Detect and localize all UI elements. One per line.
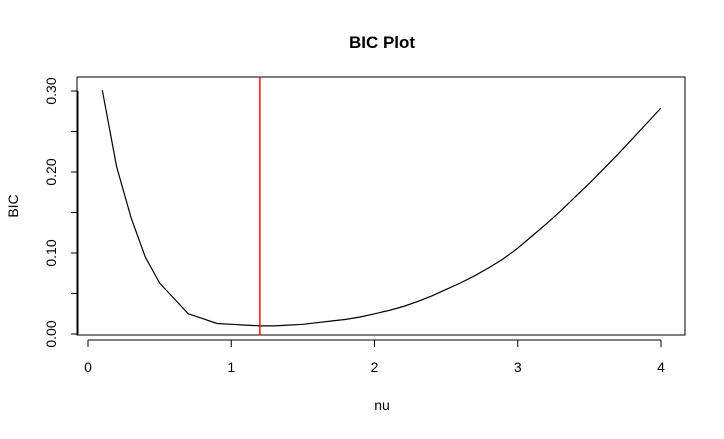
x-axis: 0 1 2 3 4	[84, 339, 665, 375]
x-tick-label: 4	[657, 359, 665, 375]
chart-title: BIC Plot	[349, 33, 415, 52]
plot-frame	[76, 76, 686, 336]
x-tick-label: 0	[84, 359, 92, 375]
x-tick-label: 1	[227, 359, 235, 375]
x-tick-label: 3	[514, 359, 522, 375]
x-tick-label: 2	[371, 359, 379, 375]
y-tick-label: 0.00	[43, 320, 59, 347]
y-tick-label: 0.20	[43, 158, 59, 185]
x-axis-label: nu	[374, 397, 390, 413]
y-tick-label: 0.10	[43, 239, 59, 266]
y-tick-label: 0.30	[43, 77, 59, 104]
y-axis: 0.00 0.10 0.20 0.30	[43, 77, 79, 348]
plot-area	[101, 77, 662, 335]
y-axis-label: BIC	[5, 194, 21, 217]
bic-curve	[101, 90, 662, 327]
